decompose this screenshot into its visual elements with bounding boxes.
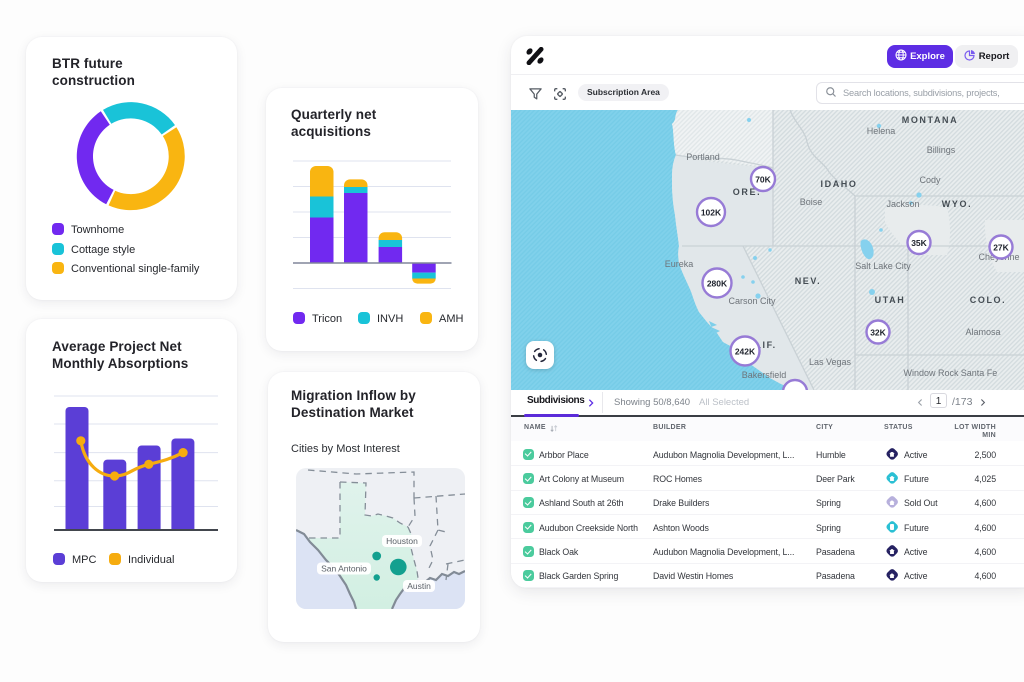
svg-text:NEV.: NEV. [795, 276, 822, 286]
svg-text:280K: 280K [707, 279, 728, 289]
svg-text:Austin: Austin [407, 581, 431, 591]
svg-text:32K: 32K [870, 328, 886, 338]
svg-text:COLO.: COLO. [970, 295, 1007, 305]
svg-text:Santa Fe: Santa Fe [961, 368, 998, 378]
svg-text:UTAH: UTAH [875, 295, 906, 305]
svg-text:70K: 70K [755, 175, 771, 185]
svg-text:Carson City: Carson City [728, 296, 776, 306]
svg-text:Billings: Billings [927, 145, 956, 155]
svg-text:IDAHO: IDAHO [821, 179, 858, 189]
svg-text:Alamosa: Alamosa [965, 327, 1000, 337]
svg-text:Portland: Portland [686, 152, 720, 162]
svg-text:Cody: Cody [919, 175, 941, 185]
svg-text:ORE.: ORE. [733, 187, 761, 197]
svg-text:Boise: Boise [800, 197, 823, 207]
svg-text:Salt Lake City: Salt Lake City [855, 261, 911, 271]
svg-text:Jackson: Jackson [886, 199, 919, 209]
svg-text:WYO.: WYO. [942, 199, 972, 209]
svg-text:35K: 35K [911, 238, 927, 248]
svg-text:MONTANA: MONTANA [902, 115, 959, 125]
svg-text:Las Vegas: Las Vegas [809, 357, 852, 367]
svg-text:San Antonio: San Antonio [321, 564, 367, 574]
svg-text:27K: 27K [993, 243, 1009, 253]
svg-text:Eureka: Eureka [665, 259, 694, 269]
svg-text:Bakersfield: Bakersfield [742, 370, 787, 380]
svg-text:Houston: Houston [386, 536, 418, 546]
svg-text:102K: 102K [701, 208, 722, 218]
svg-text:Window Rock: Window Rock [903, 368, 959, 378]
svg-text:242K: 242K [735, 347, 756, 357]
svg-text:Helena: Helena [867, 126, 896, 136]
